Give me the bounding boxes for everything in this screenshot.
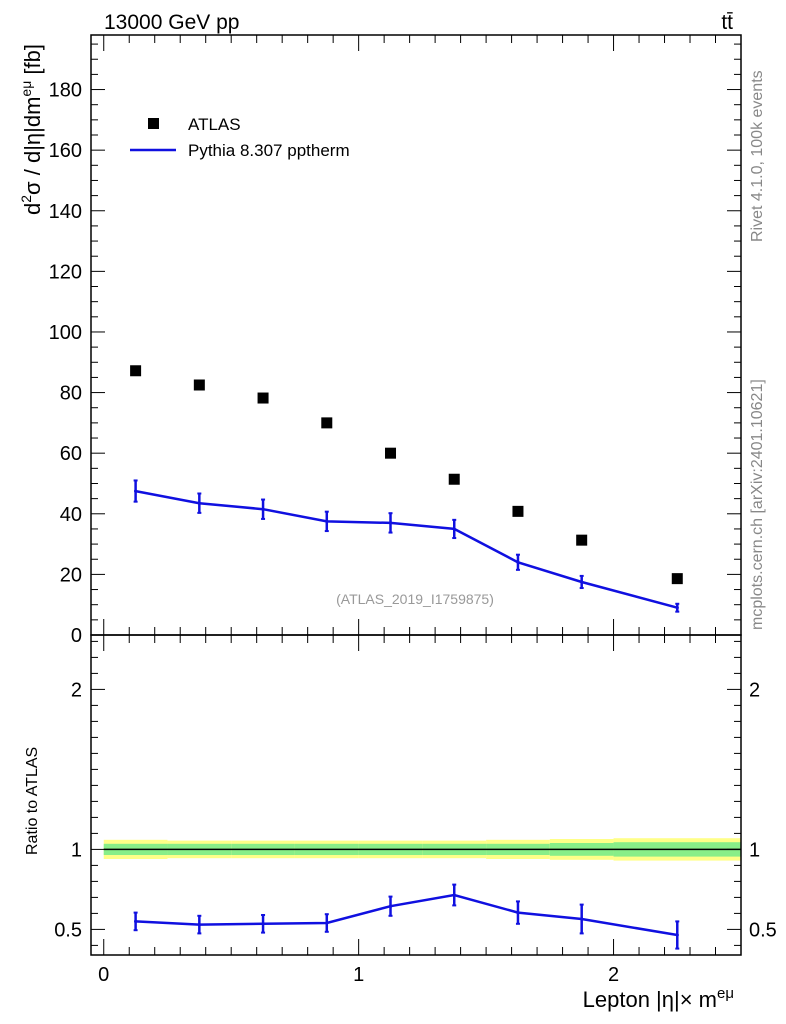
mcplots-label: mcplots.cern.ch [arXiv:2401.10621] (749, 379, 766, 630)
atlas-point (385, 447, 397, 459)
main-ytick-label: 60 (60, 443, 82, 465)
mc-point (516, 560, 520, 564)
ratio-ytick-label-right: 0.5 (749, 919, 777, 941)
ratio-xtick-label: 1 (353, 964, 364, 986)
atlas-point (671, 573, 683, 585)
atlas-point (130, 365, 142, 377)
mc-point (388, 521, 393, 525)
ratio-panel: 0.5 0.5 1 1 2 2 0 1 2 Ratio to ATLAS Lepton |η|… (24, 634, 777, 1012)
mc-point (452, 527, 456, 531)
ratio-point (134, 919, 138, 924)
mc-point (134, 489, 138, 493)
ratio-point (675, 933, 679, 937)
atlas-point (448, 473, 460, 485)
main-ytick-label: 20 (60, 564, 82, 586)
rivet-version-label: Rivet 4.1.0, 100k events (749, 70, 766, 242)
ratio-frame (90, 634, 742, 956)
atlas-point (193, 379, 205, 391)
main-ytick-label: 40 (60, 504, 82, 526)
atlas-point (321, 417, 333, 429)
main-ytick-label: 180 (49, 80, 82, 102)
main-ytick-label: 100 (49, 322, 82, 344)
ratio-ytick-label-right: 1 (749, 839, 760, 861)
ratio-xtick-label: 0 (98, 964, 109, 986)
ratio-point (516, 911, 520, 915)
ratio-ytick-label: 0.5 (54, 919, 82, 941)
ratio-point (197, 923, 201, 927)
atlas-point (512, 505, 524, 517)
ratio-point (388, 904, 393, 908)
legend-label-atlas: ATLAS (188, 115, 241, 134)
ratio-point (580, 917, 584, 921)
mc-point (580, 580, 584, 584)
watermark: (ATLAS_2019_I1759875) (336, 591, 494, 607)
ratio-ytick-label-right: 2 (749, 679, 760, 701)
mc-point (261, 507, 265, 511)
ratio-ylabel: Ratio to ATLAS (24, 747, 41, 855)
ratio-ytick-label: 1 (71, 839, 82, 861)
ratio-point (261, 922, 265, 926)
main-ytick-label: 80 (60, 383, 82, 405)
main-ytick-label: 120 (49, 261, 82, 283)
main-panel: (ATLAS_2019_I1759875) 0 20 40 60 80 100 120 140… (18, 34, 742, 647)
ratio-point (325, 921, 329, 925)
ratio-line (135, 893, 678, 937)
main-ytick-label: 160 (49, 140, 82, 162)
mc-point (675, 606, 679, 610)
legend: ATLAS Pythia 8.307 pptherm (130, 115, 350, 160)
energy-label: 13000 GeV pp (104, 11, 239, 34)
main-ytick-label: 140 (49, 201, 82, 223)
atlas-point (257, 392, 269, 404)
main-ytick-label: 0 (71, 625, 82, 647)
ratio-ytick-label: 2 (71, 679, 82, 701)
x-axis-label: Lepton |η|× meμ (583, 985, 734, 1012)
mc-point (197, 501, 201, 505)
ratio-point (452, 893, 456, 897)
atlas-point (576, 534, 588, 546)
legend-label-pythia: Pythia 8.307 pptherm (188, 141, 350, 160)
legend-marker-atlas (148, 118, 159, 129)
main-ylabel: d2σ / d|η|dmeμ [fb] (18, 44, 45, 215)
process-label: tt̄ (721, 11, 733, 34)
ratio-xtick-label: 2 (608, 964, 619, 986)
mc-point (325, 519, 329, 523)
